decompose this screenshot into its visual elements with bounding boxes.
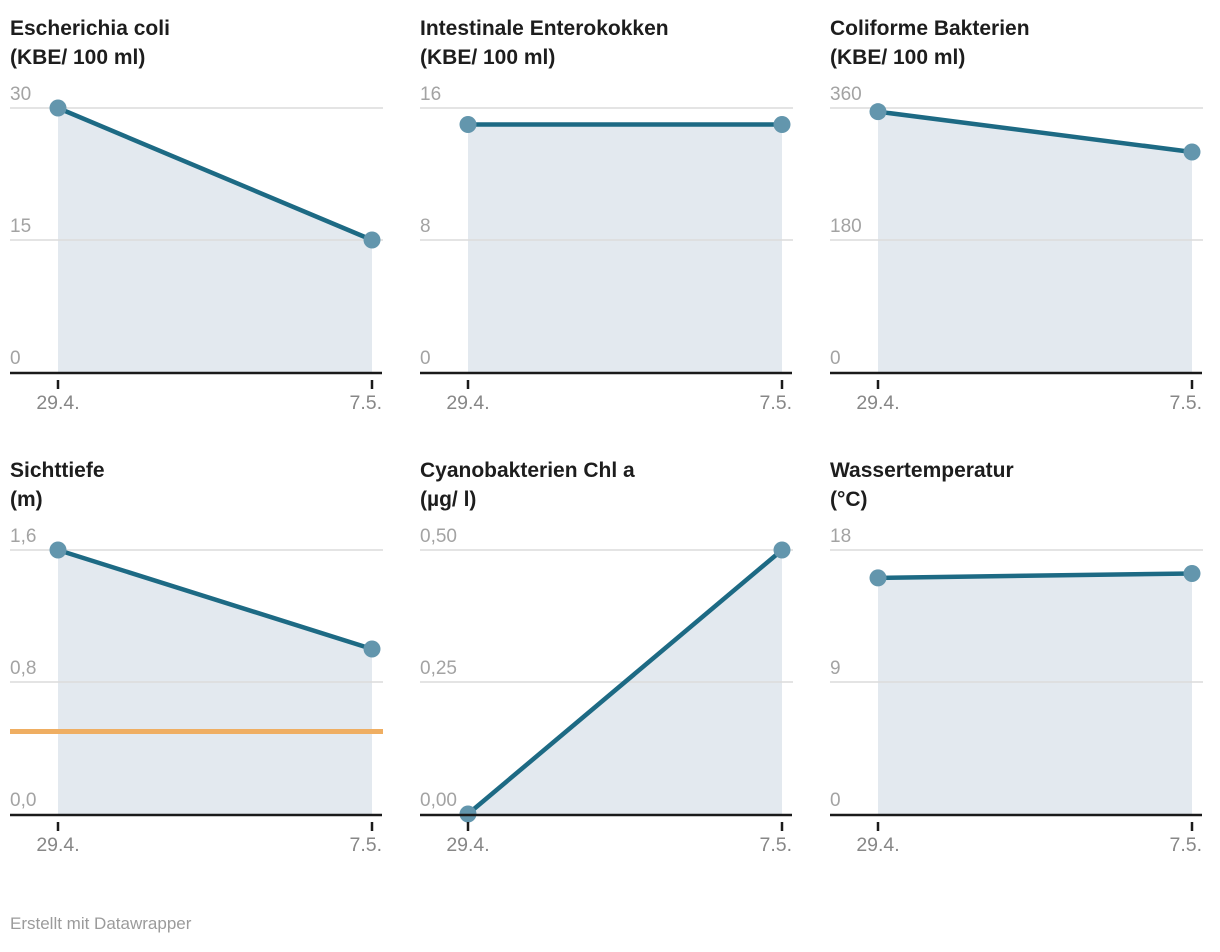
y-tick-label: 0,50	[420, 526, 457, 547]
data-point[interactable]	[1183, 143, 1201, 161]
x-tick-label: 29.4.	[446, 392, 489, 414]
data-point[interactable]	[363, 231, 381, 249]
x-tick-label: 7.5.	[349, 392, 382, 414]
chart-plot: 0,00 0,25 0,50 29.4. 7.5.	[420, 526, 793, 856]
x-tick-label: 7.5.	[759, 392, 792, 414]
y-tick-label: 0,0	[10, 790, 36, 811]
chart-title-text: Escherichia coli	[10, 17, 170, 40]
data-point[interactable]	[869, 569, 887, 587]
x-tick-label: 29.4.	[856, 834, 899, 856]
charts-grid: Escherichia coli (KBE/ 100 ml) 0 15 30 29.4.…	[10, 14, 1203, 858]
chart-plot: 0 8 16 29.4. 7.5.	[420, 84, 793, 414]
chart-panel-sichttiefe: Sichttiefe (m) 0,0 0,8 1,6 29.4. 7.5.	[10, 456, 383, 858]
y-tick-label: 0,8	[10, 658, 36, 679]
y-tick-label: 0	[830, 790, 841, 811]
chart-panel-wassertemperatur: Wassertemperatur (°C) 0 9 18 29.4. 7.5.	[830, 456, 1203, 858]
x-tick-label: 7.5.	[1169, 392, 1202, 414]
chart-unit-text: (KBE/ 100 ml)	[420, 46, 556, 69]
y-tick-label: 0,25	[420, 658, 457, 679]
chart-unit-text: (µg/ l)	[420, 488, 477, 511]
data-point[interactable]	[459, 116, 477, 133]
chart-title: Wassertemperatur (°C)	[830, 456, 1203, 514]
area-fill	[468, 124, 782, 372]
data-point[interactable]	[363, 640, 381, 658]
data-point[interactable]	[49, 99, 67, 117]
y-tick-label: 0	[10, 348, 21, 369]
area-fill	[878, 111, 1192, 372]
chart-unit-text: (°C)	[830, 488, 868, 511]
y-tick-label: 9	[830, 658, 841, 679]
chart-title-text: Coliforme Bakterien	[830, 17, 1030, 40]
chart-title-text: Wassertemperatur	[830, 459, 1014, 482]
series-line	[55, 105, 375, 243]
chart-panel-intestinale-enterokokken: Intestinale Enterokokken (KBE/ 100 ml) 0 8…	[420, 14, 793, 416]
y-tick-label: 0	[830, 348, 841, 369]
chart-unit-text: (KBE/ 100 ml)	[830, 46, 966, 69]
y-tick-label: 16	[420, 84, 441, 105]
chart-panel-coliforme-bakterien: Coliforme Bakterien (KBE/ 100 ml) 0 180 360…	[830, 14, 1203, 416]
chart-title-text: Intestinale Enterokokken	[420, 17, 669, 40]
area-fill	[878, 573, 1192, 814]
y-tick-label: 1,6	[10, 526, 36, 547]
series-line	[875, 571, 1195, 581]
data-point[interactable]	[1183, 564, 1201, 582]
chart-panel-cyanobakterien: Cyanobakterien Chl a (µg/ l) 0,00 0,25 0,50…	[420, 456, 793, 858]
chart-title: Intestinale Enterokokken (KBE/ 100 ml)	[420, 14, 793, 72]
chart-title: Sichttiefe (m)	[10, 456, 383, 514]
x-tick-label: 29.4.	[446, 834, 489, 856]
x-tick-label: 29.4.	[36, 834, 79, 856]
y-tick-label: 30	[10, 84, 31, 105]
y-tick-label: 360	[830, 84, 862, 105]
data-point[interactable]	[773, 541, 791, 559]
y-tick-label: 180	[830, 216, 862, 237]
chart-plot: 0,0 0,8 1,6 29.4. 7.5.	[10, 526, 383, 856]
x-tick-label: 7.5.	[349, 834, 382, 856]
chart-plot: 0 180 360 29.4. 7.5.	[830, 84, 1203, 414]
series-line	[465, 547, 785, 817]
y-tick-label: 15	[10, 216, 31, 237]
chart-unit-text: (m)	[10, 488, 43, 511]
series-line	[55, 547, 375, 652]
chart-title: Cyanobakterien Chl a (µg/ l)	[420, 456, 793, 514]
chart-title-text: Cyanobakterien Chl a	[420, 459, 635, 482]
datawrapper-credit: Erstellt mit Datawrapper	[10, 914, 192, 933]
x-tick-label: 29.4.	[856, 392, 899, 414]
y-tick-label: 18	[830, 526, 851, 547]
data-point[interactable]	[773, 116, 791, 133]
data-point[interactable]	[49, 541, 67, 559]
chart-plot: 0 15 30 29.4. 7.5.	[10, 84, 383, 414]
chart-title-text: Sichttiefe	[10, 459, 105, 482]
x-tick-label: 29.4.	[36, 392, 79, 414]
x-tick-label: 7.5.	[1169, 834, 1202, 856]
chart-unit-text: (KBE/ 100 ml)	[10, 46, 146, 69]
chart-plot: 0 9 18 29.4. 7.5.	[830, 526, 1203, 856]
chart-panel-escherichia-coli: Escherichia coli (KBE/ 100 ml) 0 15 30 29.4.…	[10, 14, 383, 416]
x-tick-label: 7.5.	[759, 834, 792, 856]
y-tick-label: 0,00	[420, 790, 457, 811]
chart-title: Escherichia coli (KBE/ 100 ml)	[10, 14, 383, 72]
chart-title: Coliforme Bakterien (KBE/ 100 ml)	[830, 14, 1203, 72]
series-line	[875, 109, 1195, 155]
data-point[interactable]	[869, 103, 887, 121]
y-tick-label: 0	[420, 348, 431, 369]
y-tick-label: 8	[420, 216, 431, 237]
